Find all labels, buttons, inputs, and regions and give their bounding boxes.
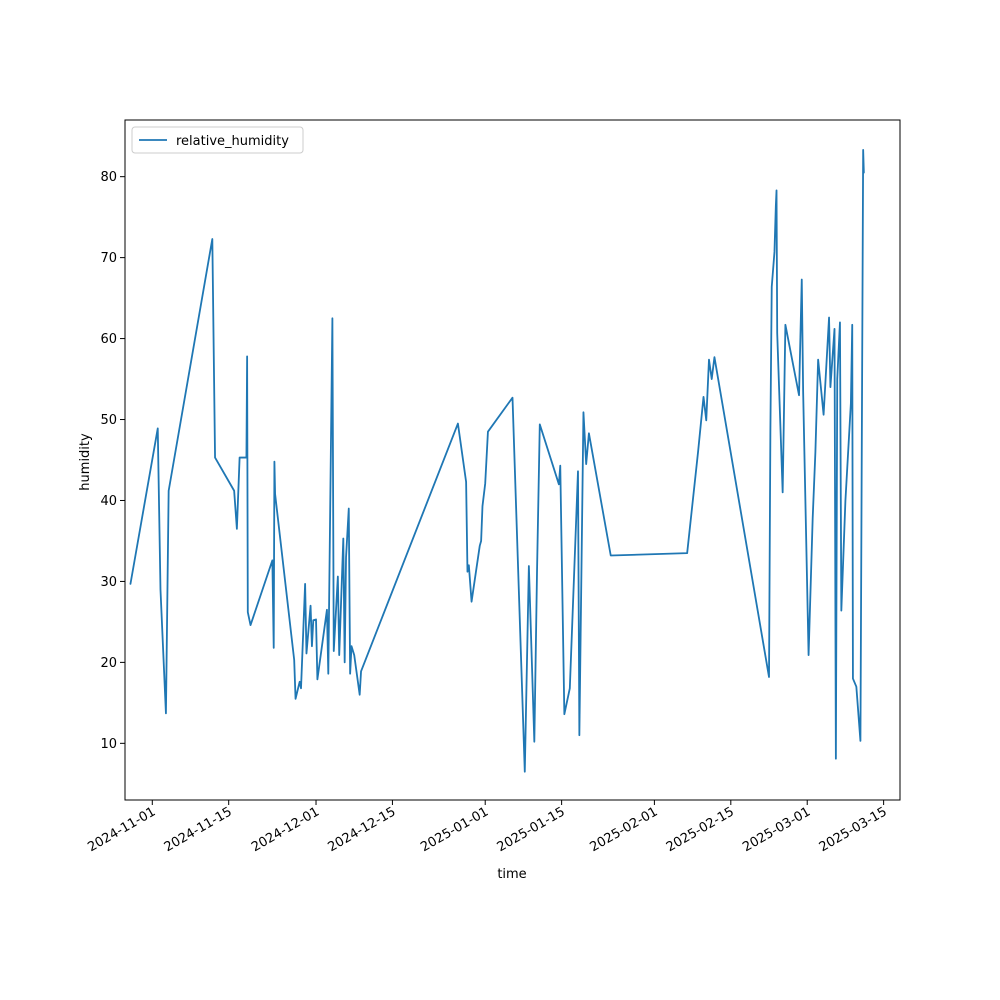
y-tick-label: 20 bbox=[100, 656, 117, 671]
y-tick-label: 80 bbox=[100, 170, 117, 185]
y-tick-label: 50 bbox=[100, 413, 117, 428]
y-tick-label: 70 bbox=[100, 251, 117, 266]
legend: relative_humidity bbox=[131, 126, 304, 154]
legend-label: relative_humidity bbox=[176, 134, 289, 149]
legend-box bbox=[131, 126, 304, 154]
y-axis: 10 20 30 40 50 60 70 80 bbox=[100, 170, 125, 752]
x-axis-label: time bbox=[497, 867, 526, 882]
y-tick-label: 60 bbox=[100, 332, 117, 347]
series-line-relative-humidity bbox=[129, 149, 865, 773]
axes-frame bbox=[124, 119, 901, 801]
y-axis-label: humidity bbox=[78, 433, 93, 491]
y-tick-label: 30 bbox=[100, 575, 117, 590]
y-tick-label: 10 bbox=[100, 737, 117, 752]
plot-area bbox=[129, 149, 865, 773]
y-tick-label: 40 bbox=[100, 494, 117, 509]
